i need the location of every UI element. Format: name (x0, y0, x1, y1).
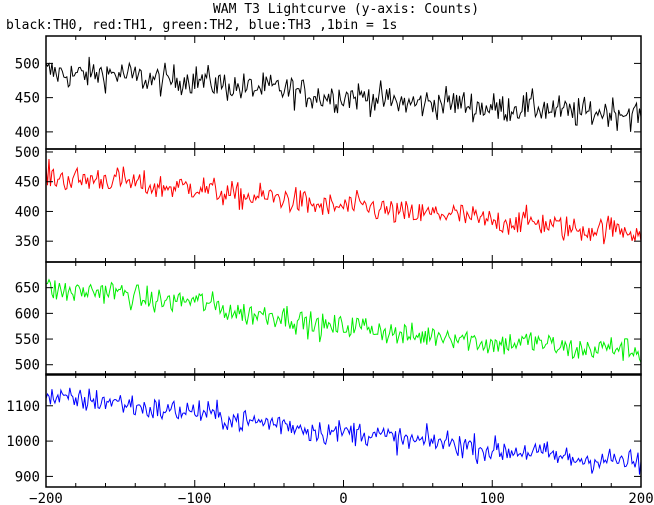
y-tick-label: 450 (15, 91, 40, 107)
y-tick-label: 600 (15, 306, 40, 322)
panel-th3: 900 1000 1100 (6, 373, 642, 488)
y-tick-label: 1100 (6, 399, 40, 415)
x-tick-label: −100 (178, 491, 212, 505)
x-tick-label: 0 (339, 491, 347, 505)
chart-title: WAM T3 Lightcurve (y-axis: Counts) (213, 2, 479, 17)
y-tick-label: 500 (15, 145, 40, 161)
series-line-th2 (46, 278, 641, 363)
x-tick-label: 200 (628, 491, 653, 505)
y-tick-label: 900 (15, 469, 40, 485)
y-tick-label: 450 (15, 175, 40, 191)
panels-group: 400 450 500 350 400 450 500 500 550 600 650 900 1000… (6, 35, 642, 488)
y-tick-label: 1000 (6, 434, 40, 450)
x-axis-tick-labels: −200 −100 0 100 200 (29, 491, 654, 505)
chart-subtitle: black:TH0, red:TH1, green:TH2, blue:TH3 … (6, 18, 397, 33)
y-tick-label: 500 (15, 358, 40, 374)
series-line-th0 (46, 56, 641, 132)
x-tick-label: 100 (480, 491, 505, 505)
panel-th2: 500 550 600 650 (15, 261, 642, 376)
y-tick-label: 500 (15, 56, 40, 72)
panel-th1: 350 400 450 500 (15, 145, 642, 263)
y-tick-label: 400 (15, 125, 40, 141)
y-tick-label: 650 (15, 281, 40, 297)
panel-frame (45, 373, 642, 488)
series-line-th3 (46, 387, 641, 475)
panel-frame (45, 261, 642, 376)
panel-th0: 400 450 500 (15, 35, 642, 150)
y-tick-label: 350 (15, 234, 40, 250)
series-line-th1 (46, 158, 641, 245)
y-tick-label: 550 (15, 332, 40, 348)
panel-frame (45, 35, 642, 150)
x-tick-label: −200 (29, 491, 63, 505)
panel-frame (45, 148, 642, 263)
y-tick-label: 400 (15, 204, 40, 220)
